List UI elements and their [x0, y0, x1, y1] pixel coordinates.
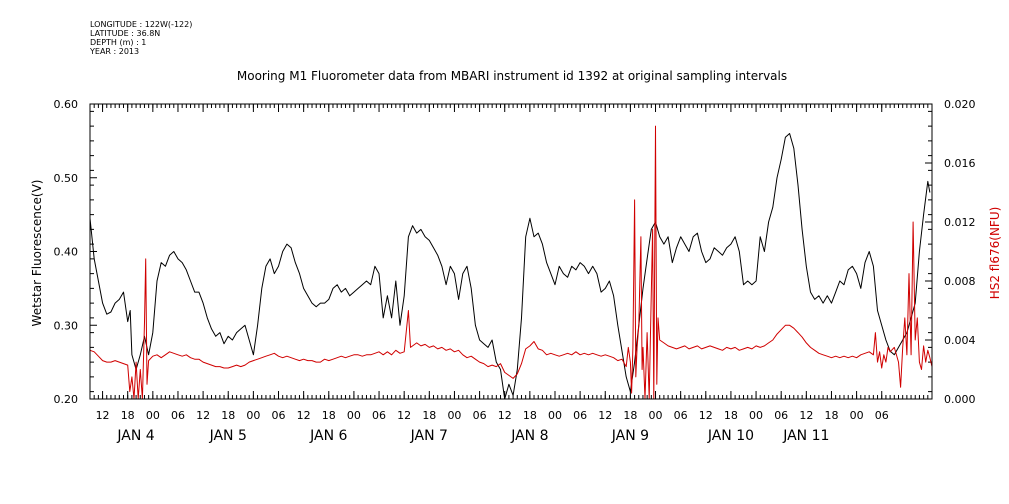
x-tick-label: 18	[121, 409, 135, 422]
x-date-label: JAN 4	[116, 428, 154, 444]
y2-tick-label: 0.004	[944, 334, 976, 347]
meta-depth: DEPTH (m) : 1	[90, 38, 147, 47]
x-tick-label: 12	[598, 409, 612, 422]
metadata-block: LONGITUDE : 122W(-122) LATITUDE : 36.8N …	[90, 20, 192, 56]
x-tick-label: 12	[799, 409, 813, 422]
x-tick-label: 12	[397, 409, 411, 422]
x-date-label: JAN 8	[510, 428, 548, 444]
x-date-label: JAN 11	[782, 428, 829, 444]
y2-tick-label: 0.016	[944, 157, 976, 170]
x-date-label: JAN 9	[611, 428, 649, 444]
meta-year: YEAR : 2013	[90, 47, 140, 56]
y2-tick-label: 0.012	[944, 216, 976, 229]
x-tick-label: 06	[272, 409, 286, 422]
x-tick-label: 12	[699, 409, 713, 422]
x-tick-label: 18	[322, 409, 336, 422]
x-tick-label: 18	[523, 409, 537, 422]
y2-axis-title: HS2 fl676(NFU)	[988, 207, 1002, 300]
x-tick-label: 00	[548, 409, 562, 422]
x-tick-label: 12	[96, 409, 110, 422]
plot-frame	[89, 103, 933, 400]
x-date-label: JAN 6	[309, 428, 347, 444]
hs2-fl676-line	[89, 125, 933, 400]
x-date-label: JAN 7	[410, 428, 448, 444]
x-tick-label: 12	[498, 409, 512, 422]
x-tick-label: 06	[875, 409, 889, 422]
x-tick-label: 06	[674, 409, 688, 422]
chart-title: Mooring M1 Fluorometer data from MBARI i…	[237, 69, 787, 83]
x-tick-label: 00	[749, 409, 763, 422]
x-tick-label: 06	[573, 409, 587, 422]
x-date-label: JAN 10	[707, 428, 754, 444]
series-layer	[89, 125, 933, 400]
y-tick-label: 0.50	[54, 172, 79, 185]
y-tick-label: 0.60	[54, 98, 79, 111]
ticks-layer: 0.20 0.30 0.40 0.50 0.60 0.000 0.004 0.008 0.012…	[54, 98, 976, 444]
wetstar-fluorescence-line	[89, 133, 931, 400]
x-tick-label: 00	[850, 409, 864, 422]
x-tick-label: 00	[246, 409, 260, 422]
x-tick-label: 18	[422, 409, 436, 422]
x-tick-label: 06	[774, 409, 788, 422]
x-tick-label: 18	[623, 409, 637, 422]
y-tick-label: 0.40	[54, 246, 79, 259]
x-tick-label: 18	[724, 409, 738, 422]
x-tick-label: 00	[649, 409, 663, 422]
y-axis-title: Wetstar Fluorescence(V)	[30, 180, 44, 327]
x-tick-label: 06	[372, 409, 386, 422]
x-tick-label: 00	[347, 409, 361, 422]
y-tick-label: 0.30	[54, 319, 79, 332]
y2-tick-label: 0.020	[944, 98, 976, 111]
x-date-label: JAN 5	[209, 428, 247, 444]
x-tick-label: 12	[196, 409, 210, 422]
x-tick-label: 18	[824, 409, 838, 422]
y2-tick-label: 0.008	[944, 275, 976, 288]
meta-latitude: LATITUDE : 36.8N	[90, 29, 161, 38]
x-tick-label: 18	[221, 409, 235, 422]
y2-tick-label: 0.000	[944, 393, 976, 406]
x-tick-label: 06	[473, 409, 487, 422]
x-tick-label: 12	[297, 409, 311, 422]
y-tick-label: 0.20	[54, 393, 79, 406]
x-tick-label: 06	[171, 409, 185, 422]
x-tick-label: 00	[447, 409, 461, 422]
meta-longitude: LONGITUDE : 122W(-122)	[90, 20, 193, 29]
x-tick-label: 00	[146, 409, 160, 422]
